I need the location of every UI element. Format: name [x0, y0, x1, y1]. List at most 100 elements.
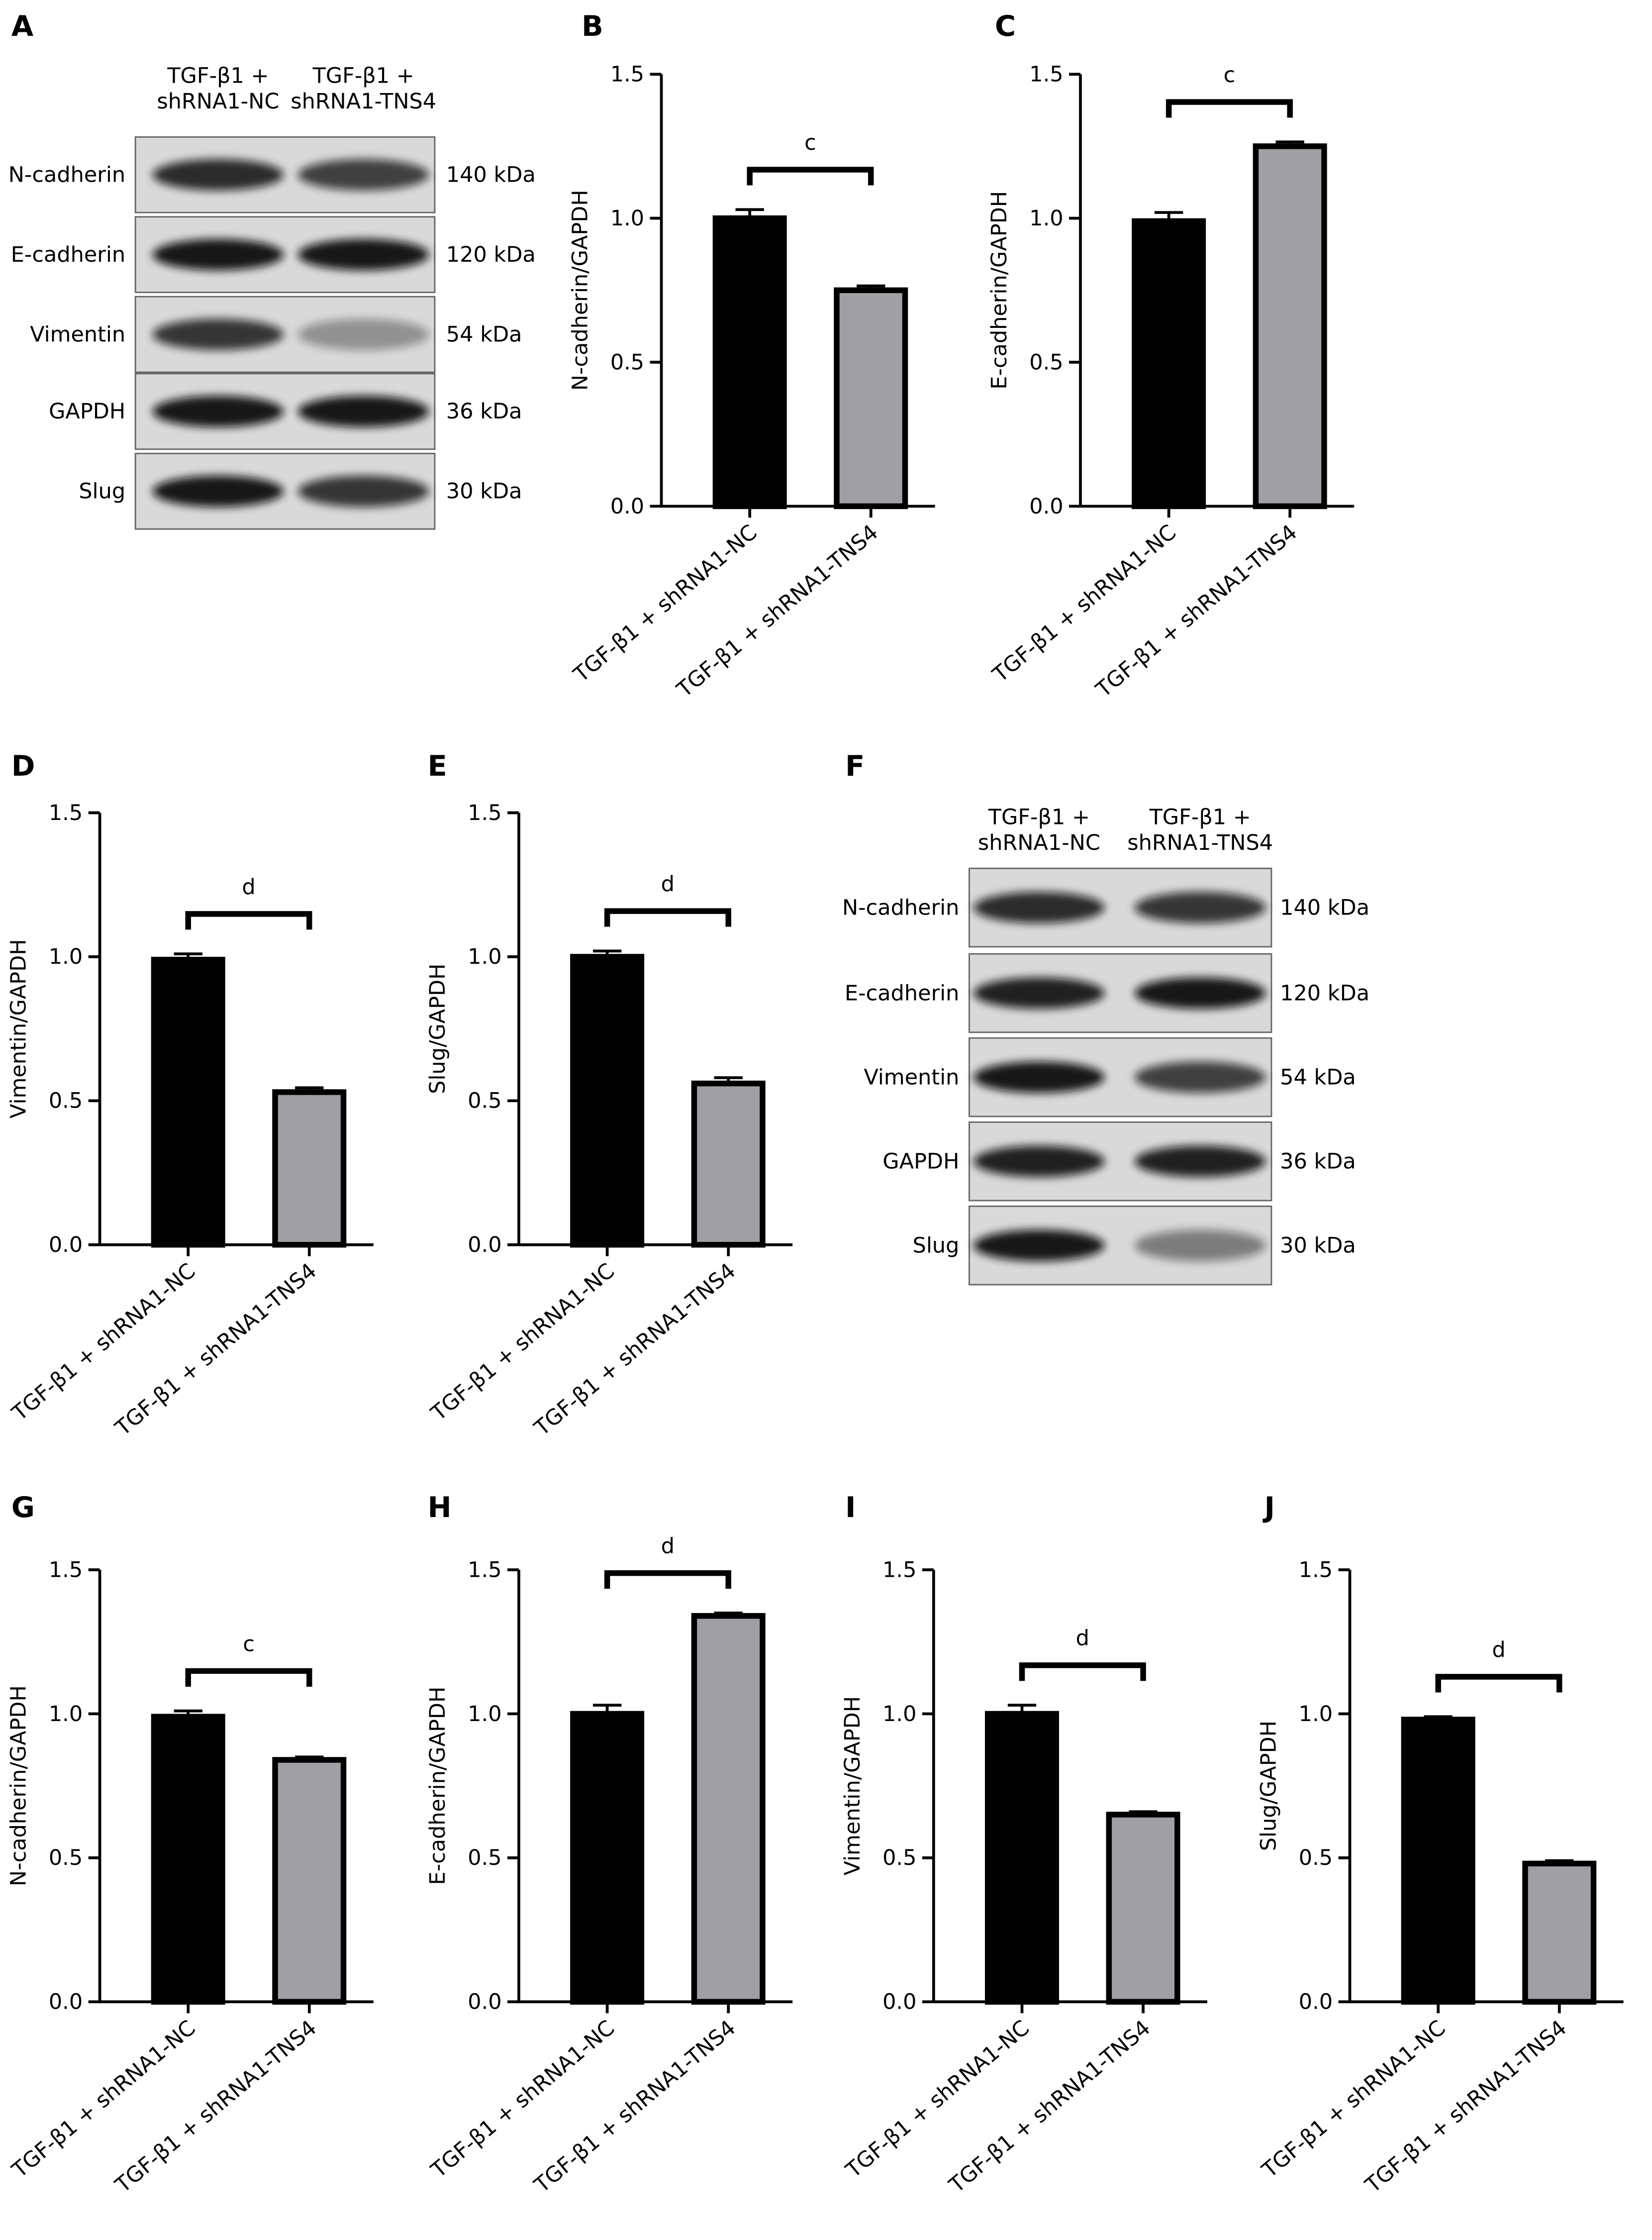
blot-band: [297, 239, 429, 271]
y-tick-label: 1.5: [49, 801, 83, 825]
blot-band: [1134, 1145, 1266, 1177]
blot-band: [297, 475, 429, 507]
y-tick-label: 0.0: [49, 1232, 83, 1257]
protein-label: GAPDH: [49, 399, 125, 424]
x-tick-label: TGF-β1 + shRNA1-TNS4: [110, 2016, 321, 2198]
significance-bracket: [604, 1570, 731, 1589]
blot-band: [152, 475, 284, 507]
y-tick-label: 1.0: [882, 1702, 916, 1727]
protein-label: N-cadherin: [8, 163, 125, 188]
blot-band: [1134, 1061, 1266, 1093]
size-label: 30 kDa: [446, 479, 522, 504]
panel-label: C: [995, 9, 1016, 43]
significance-bracket: [1166, 99, 1293, 118]
lane-header: TGF-β1 +: [312, 63, 414, 88]
panel-label: D: [11, 749, 35, 783]
x-tick-label: TGF-β1 + shRNA1-TNS4: [1360, 2016, 1571, 2198]
size-label: 54 kDa: [1280, 1065, 1356, 1090]
blot-band: [152, 239, 284, 271]
bar: [1106, 1812, 1180, 2005]
blot-band: [973, 1061, 1105, 1093]
y-axis-label: N-cadherin/GAPDH: [6, 1685, 31, 1886]
blot-band: [973, 1145, 1105, 1177]
y-tick-label: 1.5: [49, 1557, 83, 1582]
lane-header: shRNA1-NC: [978, 830, 1100, 855]
blot-band: [973, 1229, 1105, 1261]
y-tick-label: 0.0: [1299, 1990, 1333, 2015]
significance-label: d: [661, 872, 675, 897]
bar: [151, 956, 225, 1248]
lane-header: TGF-β1 +: [1149, 805, 1251, 829]
significance-label: d: [661, 1534, 675, 1559]
y-tick-label: 0.5: [1029, 350, 1063, 375]
bar: [1401, 1717, 1475, 2005]
bar: [984, 1711, 1059, 2005]
size-label: 120 kDa: [446, 242, 536, 267]
x-tick-label: TGF-β1 + shRNA1-TNS4: [529, 2016, 740, 2198]
size-label: 140 kDa: [446, 163, 536, 188]
bar: [570, 1711, 645, 2005]
y-tick-label: 1.5: [1029, 62, 1063, 87]
blot-band: [973, 977, 1105, 1009]
y-tick-label: 0.0: [1029, 494, 1063, 519]
size-label: 120 kDa: [1280, 981, 1369, 1006]
significance-label: c: [804, 130, 816, 155]
x-tick-label: TGF-β1 + shRNA1-TNS4: [110, 1258, 321, 1441]
significance-label: d: [1492, 1637, 1505, 1662]
lane-header: shRNA1-NC: [157, 89, 279, 114]
significance-label: c: [1224, 63, 1236, 88]
size-label: 36 kDa: [1280, 1149, 1356, 1174]
y-tick-label: 0.0: [610, 494, 644, 519]
y-tick-label: 0.0: [468, 1232, 501, 1257]
bar: [834, 287, 908, 509]
bar: [712, 215, 787, 509]
significance-bracket: [185, 911, 312, 930]
y-tick-label: 0.5: [882, 1845, 916, 1870]
lane-header: shRNA1-TNS4: [291, 89, 436, 114]
protein-label: Slug: [79, 479, 125, 504]
protein-label: E-cadherin: [11, 242, 125, 267]
bar: [1132, 218, 1206, 509]
x-tick-label: TGF-β1 + shRNA1-TNS4: [672, 520, 883, 703]
blot-band: [152, 396, 284, 427]
y-axis-label: E-cadherin/GAPDH: [987, 191, 1012, 390]
y-tick-label: 1.0: [468, 1702, 501, 1727]
y-tick-label: 0.5: [468, 1845, 501, 1870]
y-tick-label: 0.0: [468, 1990, 501, 2015]
protein-label: E-cadherin: [845, 981, 959, 1006]
lane-header: shRNA1-TNS4: [1127, 830, 1273, 855]
bar: [570, 954, 645, 1248]
blot-band: [297, 159, 429, 191]
blot-band: [297, 396, 429, 427]
y-axis-label: Slug/GAPDH: [425, 964, 450, 1094]
y-tick-label: 1.0: [468, 944, 501, 969]
x-tick-label: TGF-β1 + shRNA1-TNS4: [529, 1258, 740, 1441]
significance-bracket: [1435, 1674, 1562, 1693]
blot-band: [973, 892, 1105, 923]
protein-label: Vimentin: [864, 1065, 959, 1090]
y-tick-label: 0.5: [49, 1845, 83, 1870]
significance-label: d: [242, 875, 255, 900]
panel-label: G: [11, 1491, 35, 1524]
protein-label: N-cadherin: [842, 895, 959, 920]
panel-label: F: [845, 749, 865, 783]
protein-label: Vimentin: [30, 322, 125, 347]
significance-label: d: [1076, 1626, 1089, 1651]
blot-band: [1134, 1229, 1266, 1261]
y-axis-label: Vimentin/GAPDH: [6, 939, 31, 1118]
blot-band: [1134, 977, 1266, 1009]
bar: [1522, 1860, 1597, 2005]
size-label: 30 kDa: [1280, 1233, 1356, 1258]
bar: [151, 1714, 225, 2005]
lane-header: TGF-β1 +: [988, 805, 1090, 829]
x-tick-label: TGF-β1 + shRNA1-TNS4: [944, 2016, 1155, 2198]
significance-label: c: [243, 1631, 255, 1656]
y-tick-label: 0.5: [468, 1089, 501, 1114]
significance-bracket: [1019, 1662, 1146, 1681]
y-tick-label: 0.5: [610, 350, 644, 375]
y-tick-label: 0.0: [882, 1990, 916, 2015]
size-label: 36 kDa: [446, 399, 522, 424]
y-tick-label: 1.5: [610, 62, 644, 87]
